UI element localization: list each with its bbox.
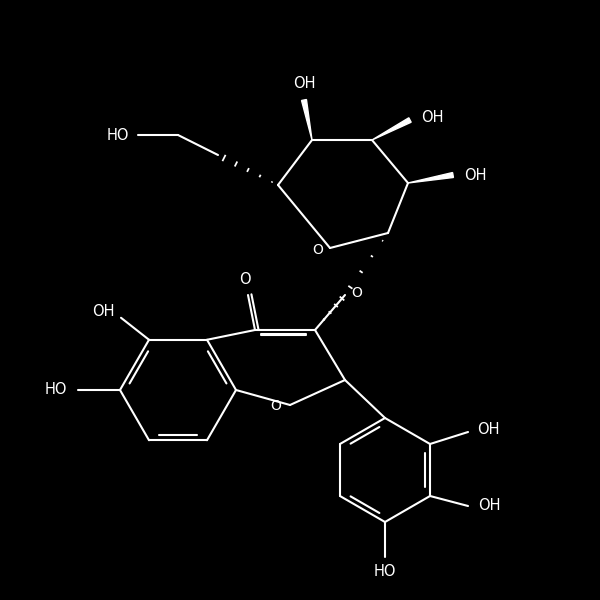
Polygon shape <box>372 118 411 140</box>
Text: HO: HO <box>374 565 396 580</box>
Text: HO: HO <box>45 383 67 397</box>
Text: HO: HO <box>107 127 129 142</box>
Text: O: O <box>313 243 323 257</box>
Text: OH: OH <box>478 499 500 514</box>
Text: OH: OH <box>421 110 443 125</box>
Text: OH: OH <box>464 167 486 182</box>
Text: O: O <box>239 271 251 286</box>
Text: OH: OH <box>92 304 114 319</box>
Polygon shape <box>408 173 454 183</box>
Text: OH: OH <box>293 76 315 91</box>
Polygon shape <box>302 100 312 140</box>
Text: OH: OH <box>477 422 499 437</box>
Text: O: O <box>271 399 281 413</box>
Text: O: O <box>352 286 362 300</box>
